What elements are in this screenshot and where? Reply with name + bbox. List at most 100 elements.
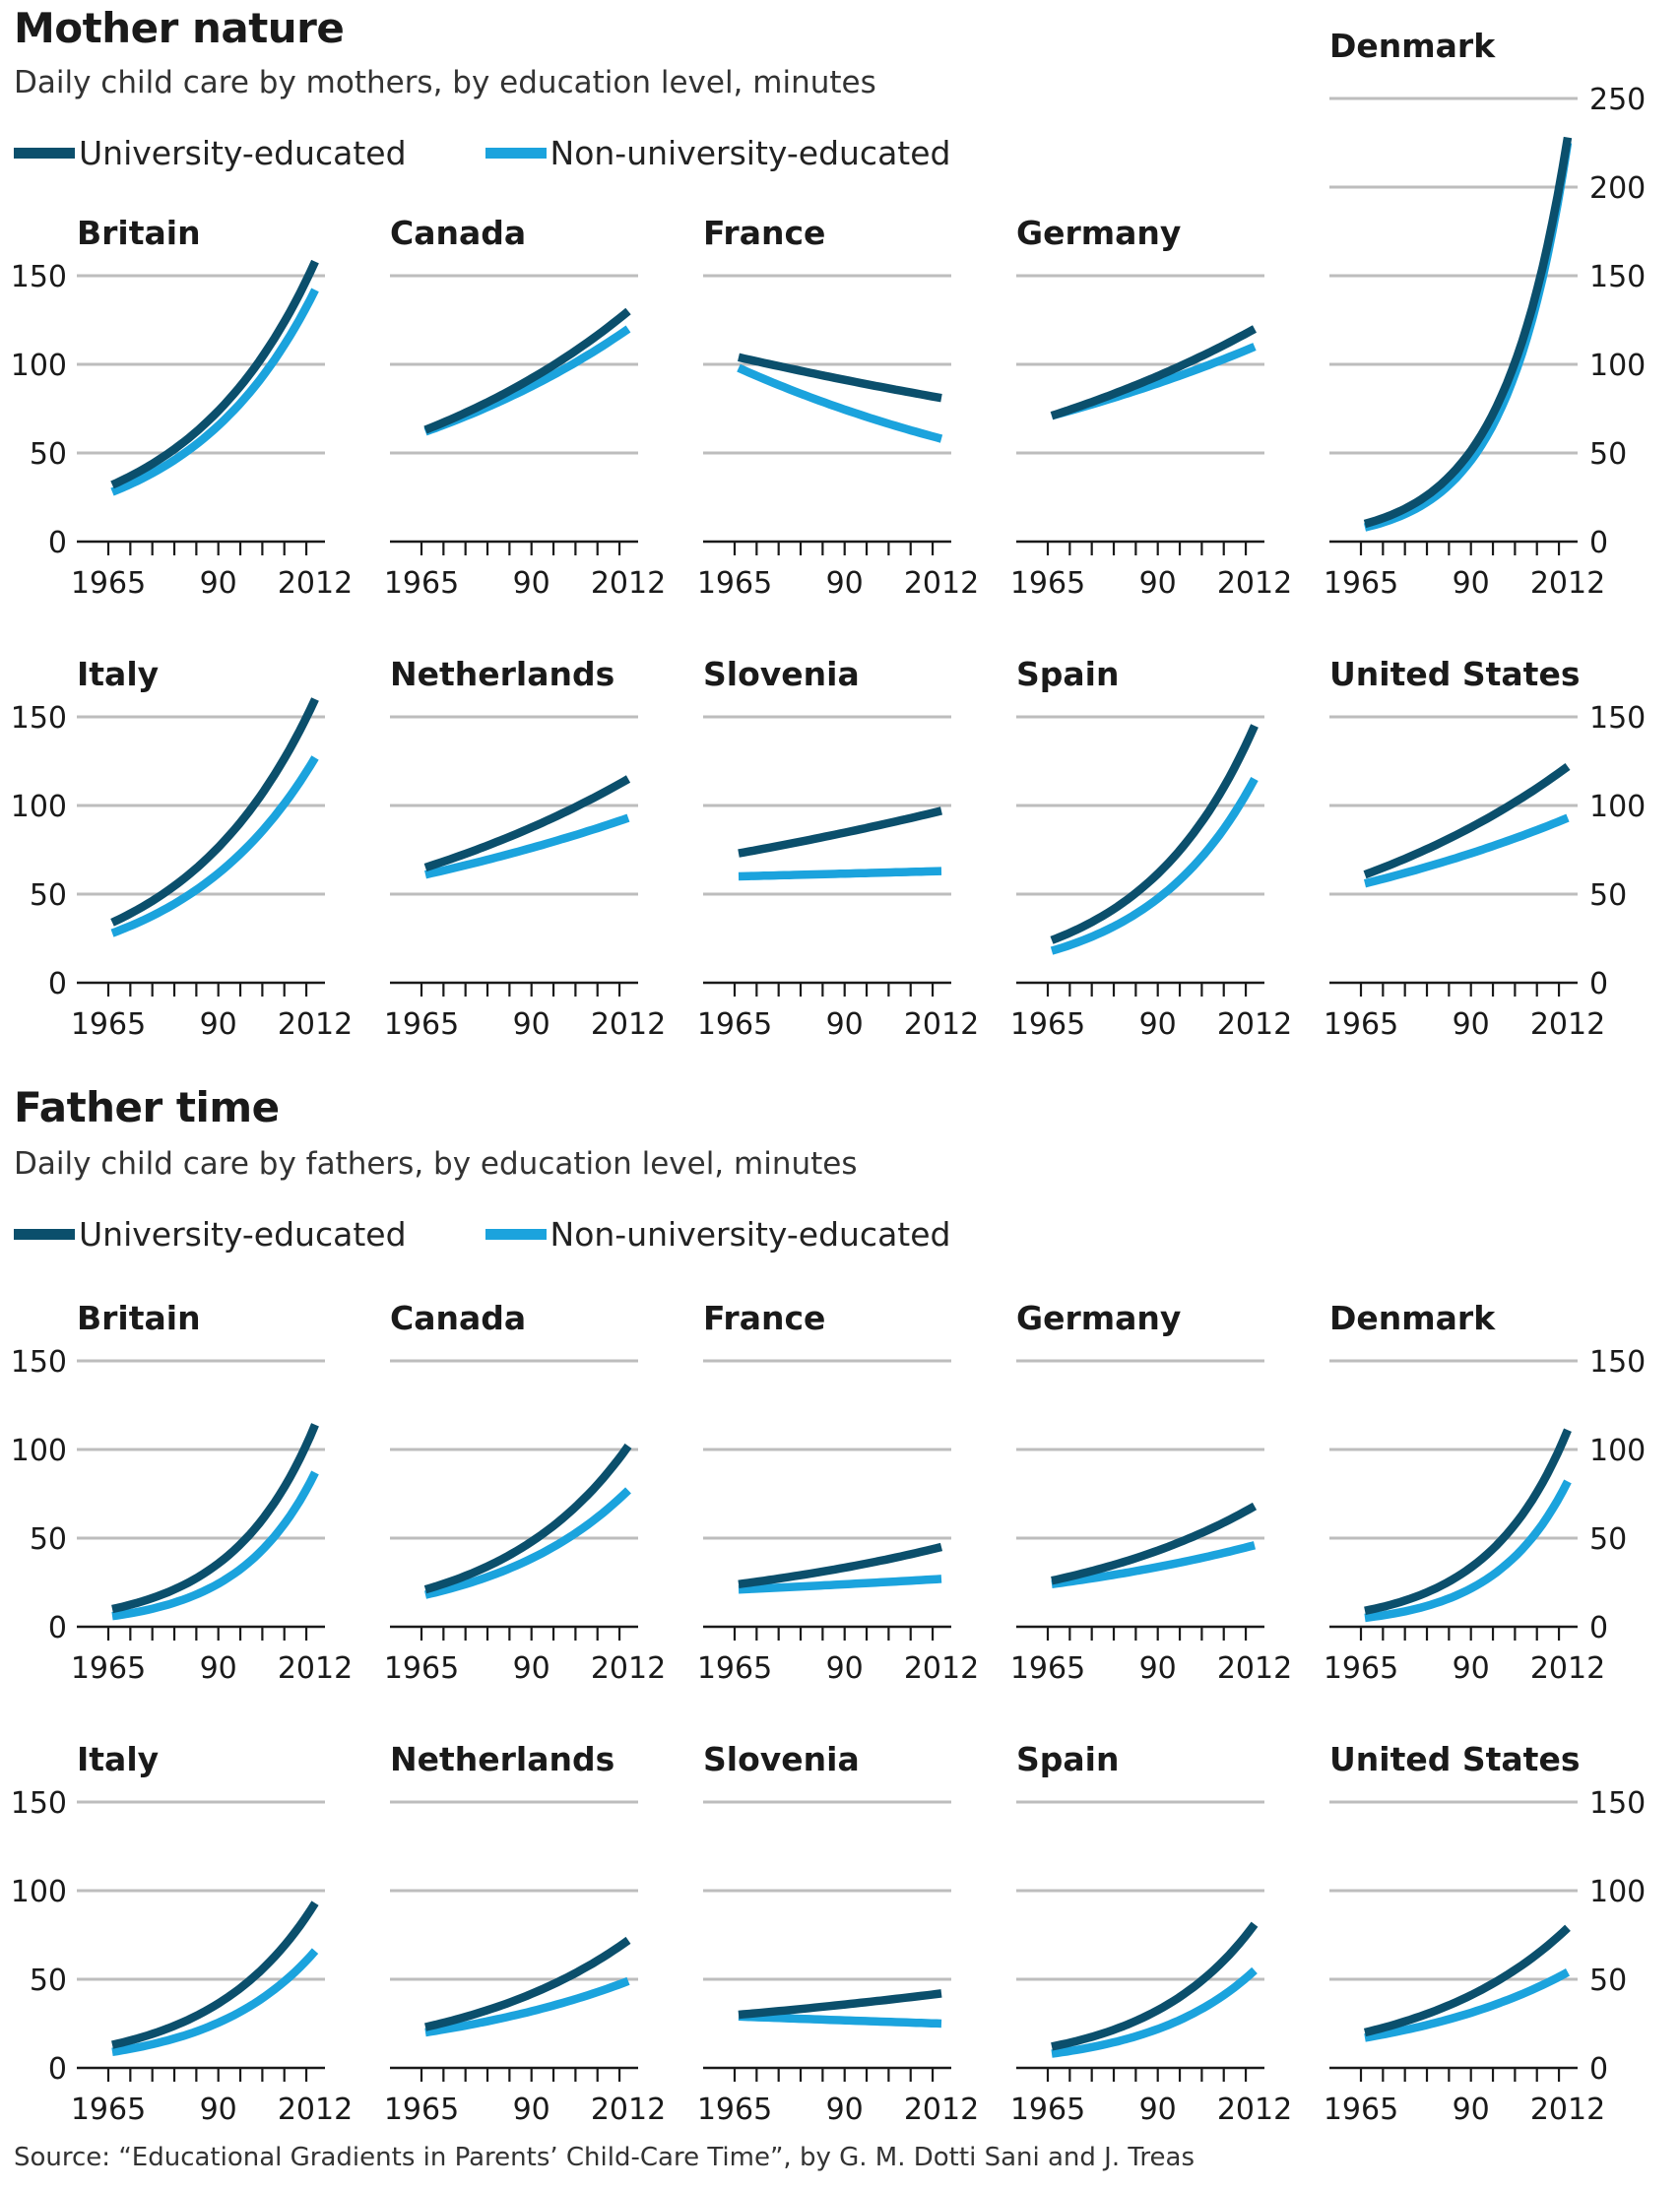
panel-title: United States bbox=[1329, 655, 1580, 693]
panel-title: Germany bbox=[1016, 1299, 1181, 1337]
panel-spain: 1965 90 2012 Spain bbox=[1010, 655, 1292, 1042]
line-university bbox=[111, 1900, 319, 2049]
y-tick-label: 100 bbox=[1589, 1434, 1646, 1468]
x-tick-label: 2012 bbox=[904, 1007, 979, 1042]
x-tick-label: 1965 bbox=[384, 2093, 459, 2127]
y-tick-label: 150 bbox=[11, 701, 67, 736]
x-tick-label: 1965 bbox=[697, 1007, 772, 1042]
line-non-university bbox=[424, 813, 630, 879]
panel-title: Britain bbox=[77, 214, 201, 252]
x-tick-label: 90 bbox=[200, 1651, 237, 1686]
line-non-university bbox=[738, 1575, 942, 1594]
x-tick-label: 2012 bbox=[904, 2093, 979, 2127]
line-non-university bbox=[110, 755, 319, 937]
panel-france: 1965 90 2012 France bbox=[697, 1299, 979, 1686]
line-university bbox=[738, 1989, 942, 2020]
x-tick-label: 1965 bbox=[1324, 566, 1398, 601]
line-university bbox=[423, 775, 631, 872]
y-tick-label: 0 bbox=[48, 2052, 67, 2087]
x-tick-label: 1965 bbox=[697, 566, 772, 601]
y-tick-label: 50 bbox=[30, 437, 67, 472]
mothers-chart-grid: 1965 90 2012 0 50 100 150 Britain 1965 90 2012 Cana… bbox=[11, 27, 1647, 1042]
line-non-university bbox=[1051, 1966, 1258, 2058]
line-university bbox=[110, 697, 319, 927]
legend-university-swatch bbox=[14, 148, 75, 159]
x-tick-label: 90 bbox=[200, 566, 237, 601]
legend-non-university-swatch bbox=[485, 148, 547, 159]
x-tick-label: 2012 bbox=[1530, 566, 1605, 601]
x-tick-label: 2012 bbox=[278, 2093, 353, 2127]
panel-netherlands: 1965 90 2012 Netherlands bbox=[384, 1740, 666, 2127]
legend-non-university-swatch bbox=[485, 1229, 547, 1240]
panel-title: United States bbox=[1329, 1740, 1580, 1778]
y-tick-label: 50 bbox=[30, 878, 67, 913]
panel-canada: 1965 90 2012 Canada bbox=[384, 1299, 666, 1686]
panel-title: France bbox=[703, 1299, 825, 1337]
y-tick-label: 0 bbox=[48, 1611, 67, 1645]
x-tick-label: 2012 bbox=[278, 566, 353, 601]
y-tick-label: 100 bbox=[1589, 1875, 1646, 1909]
y-tick-label: 150 bbox=[11, 1786, 67, 1821]
y-tick-label: 150 bbox=[1589, 1786, 1646, 1821]
x-tick-label: 1965 bbox=[384, 1651, 459, 1686]
x-tick-label: 90 bbox=[1453, 1007, 1490, 1042]
line-university bbox=[1364, 1428, 1572, 1615]
legend-university-label: University-educated bbox=[79, 134, 407, 172]
panel-title: Denmark bbox=[1329, 1299, 1496, 1337]
panel-france: 1965 90 2012 France bbox=[697, 214, 979, 601]
line-university bbox=[738, 1542, 943, 1589]
y-tick-label: 50 bbox=[1589, 878, 1627, 913]
panel-netherlands: 1965 90 2012 Netherlands bbox=[384, 655, 666, 1042]
x-tick-label: 2012 bbox=[278, 1007, 353, 1042]
line-university bbox=[110, 259, 319, 489]
x-tick-label: 2012 bbox=[1530, 1651, 1605, 1686]
x-tick-label: 1965 bbox=[1324, 1007, 1398, 1042]
panel-title: Italy bbox=[77, 1740, 159, 1778]
x-tick-label: 1965 bbox=[1324, 1651, 1398, 1686]
y-tick-label: 150 bbox=[1589, 701, 1646, 736]
y-tick-label: 100 bbox=[11, 1875, 67, 1909]
x-tick-label: 90 bbox=[513, 1651, 550, 1686]
x-tick-label: 2012 bbox=[591, 2093, 666, 2127]
mothers-title: Mother nature bbox=[14, 4, 345, 52]
panel-title: Italy bbox=[77, 655, 159, 693]
y-tick-label: 100 bbox=[11, 1434, 67, 1468]
x-tick-label: 90 bbox=[826, 566, 864, 601]
y-tick-label: 150 bbox=[11, 1345, 67, 1380]
line-university bbox=[423, 307, 631, 434]
panel-title: Canada bbox=[390, 214, 526, 252]
mothers-legend: University-educated Non-university-educa… bbox=[14, 134, 1030, 172]
y-tick-label: 0 bbox=[48, 526, 67, 560]
x-tick-label: 90 bbox=[826, 1651, 864, 1686]
panel-germany: 1965 90 2012 Germany bbox=[1010, 1299, 1292, 1686]
x-tick-label: 90 bbox=[1139, 1651, 1177, 1686]
source-note: Source: “Educational Gradients in Parent… bbox=[14, 2143, 1195, 2172]
line-university bbox=[424, 1936, 631, 2031]
panel-britain: 1965 90 2012 0 50 100 150 Britain bbox=[11, 1299, 353, 1686]
x-tick-label: 1965 bbox=[384, 1007, 459, 1042]
panel-slovenia: 1965 90 2012 Slovenia bbox=[697, 1740, 979, 2127]
panel-italy: 1965 90 2012 0 50 100 150 Italy bbox=[11, 1740, 353, 2127]
panel-title: Slovenia bbox=[703, 1740, 860, 1778]
x-tick-label: 2012 bbox=[1217, 1007, 1292, 1042]
x-tick-label: 2012 bbox=[1217, 1651, 1292, 1686]
line-university bbox=[738, 353, 942, 403]
x-tick-label: 90 bbox=[1139, 2093, 1177, 2127]
legend-university-label: University-educated bbox=[79, 1215, 407, 1254]
line-non-university bbox=[424, 1487, 631, 1599]
x-tick-label: 1965 bbox=[71, 2093, 146, 2127]
x-tick-label: 2012 bbox=[904, 1651, 979, 1686]
y-tick-label: 100 bbox=[1589, 349, 1646, 383]
legend-non-university-label: Non-university-educated bbox=[549, 134, 951, 172]
x-tick-label: 1965 bbox=[1010, 566, 1085, 601]
x-tick-label: 90 bbox=[200, 2093, 237, 2127]
legend-university: University-educated bbox=[14, 1215, 407, 1254]
line-university bbox=[738, 806, 942, 858]
x-tick-label: 1965 bbox=[697, 1651, 772, 1686]
line-non-university bbox=[111, 1470, 319, 1621]
legend-non-university: Non-university-educated bbox=[485, 1215, 951, 1254]
panel-united-states: 1965 90 2012 0 50 100 150 United States bbox=[1324, 1740, 1646, 2127]
line-university bbox=[111, 1423, 319, 1614]
panel-denmark: 1965 90 2012 0 50 100 150 200 250 Denmark bbox=[1324, 27, 1646, 601]
panel-title: Britain bbox=[77, 1299, 201, 1337]
